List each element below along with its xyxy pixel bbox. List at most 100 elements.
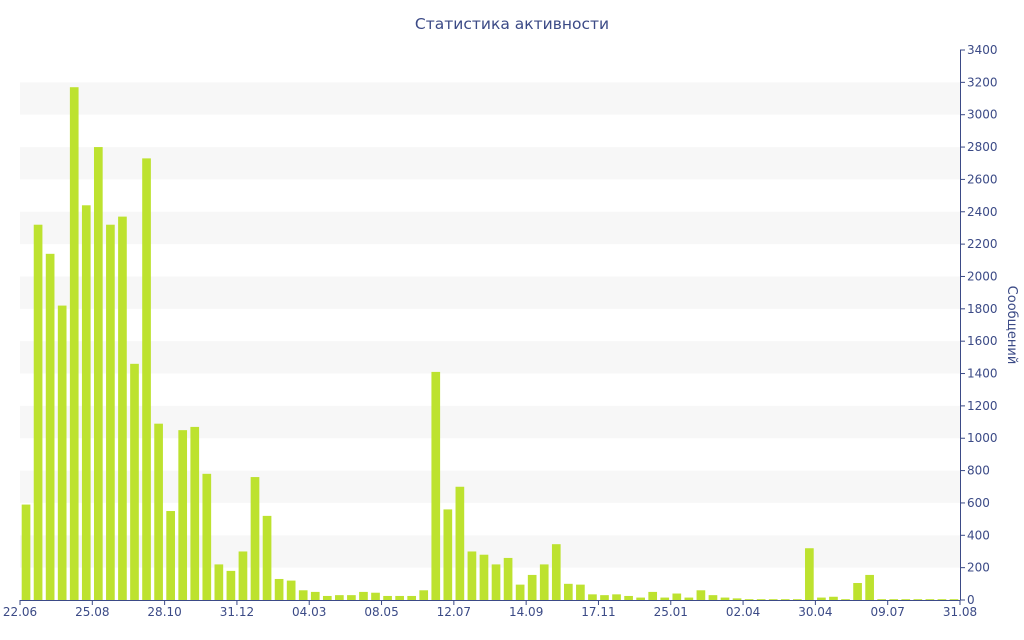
bar — [467, 551, 477, 600]
bar — [130, 363, 139, 600]
x-tick-label: 28.10 — [147, 605, 181, 619]
bar — [756, 599, 766, 600]
bar — [190, 426, 200, 600]
y-tick-label: 3000 — [967, 108, 998, 122]
bar — [419, 590, 429, 600]
bar — [455, 486, 465, 600]
grid-band — [20, 341, 960, 374]
bar — [805, 548, 814, 600]
x-tick-label: 30.04 — [798, 605, 832, 619]
bar — [913, 599, 923, 600]
y-tick-label: 2800 — [967, 140, 998, 154]
y-tick-label: 1400 — [967, 367, 998, 381]
grid-band — [20, 211, 960, 245]
y-tick-label: 200 — [967, 561, 990, 575]
bar — [250, 477, 260, 600]
bar — [515, 584, 525, 600]
y-tick-label: 800 — [967, 464, 990, 478]
bar — [57, 305, 67, 600]
y-tick-label: 3400 — [967, 43, 998, 57]
bar — [563, 583, 573, 600]
bar — [431, 371, 441, 600]
bar — [889, 599, 899, 600]
bar — [732, 598, 742, 600]
x-tick-label: 31.12 — [220, 605, 254, 619]
bar — [672, 593, 682, 600]
bar-series — [21, 87, 959, 601]
chart-title: Статистика активности — [414, 15, 610, 33]
bar — [443, 509, 453, 600]
y-tick-label: 600 — [967, 496, 990, 510]
bar — [33, 224, 43, 600]
y-tick-label: 2200 — [967, 237, 998, 251]
bar — [359, 591, 368, 600]
x-tick-label: 12.07 — [437, 605, 471, 619]
bar — [768, 599, 778, 600]
y-tick-label: 1000 — [967, 431, 998, 445]
bar — [166, 511, 175, 600]
grid-band — [20, 535, 960, 568]
bar — [93, 147, 103, 600]
bar — [106, 224, 115, 600]
bar — [154, 423, 163, 600]
grid-bands — [20, 82, 960, 568]
grid-band — [20, 276, 960, 309]
bar — [407, 595, 417, 600]
x-tick-label: 09.07 — [871, 605, 905, 619]
bar — [45, 253, 55, 600]
grid-band — [20, 470, 960, 503]
bar — [142, 158, 151, 600]
bar — [479, 554, 489, 600]
bar — [576, 584, 585, 600]
x-tick-label: 08.05 — [364, 605, 398, 619]
bar — [322, 595, 332, 600]
y-tick-label: 2400 — [967, 205, 998, 219]
bar — [118, 216, 127, 600]
bar — [853, 583, 862, 600]
y-tick-label: 2000 — [967, 269, 998, 283]
grid-band — [20, 405, 960, 439]
bar — [636, 597, 645, 600]
bar — [503, 557, 513, 600]
bar — [383, 595, 392, 600]
bar — [395, 595, 404, 600]
axes: 22.06 25.08 28.10 31.12 04.03 08.05 12.07 14.09… — [3, 43, 1019, 619]
bar — [286, 580, 296, 600]
x-tick-label: 14.09 — [509, 605, 543, 619]
grid-band — [20, 82, 960, 115]
y-tick-label: 1800 — [967, 302, 998, 316]
y-tick-label: 0 — [967, 593, 975, 607]
bar — [937, 599, 947, 600]
bar — [792, 599, 802, 600]
bar — [949, 599, 959, 600]
bar — [720, 597, 730, 600]
bar — [238, 551, 248, 600]
x-tick-label: 02.04 — [726, 605, 760, 619]
bar — [274, 578, 284, 600]
bar — [744, 599, 754, 600]
bar — [648, 591, 658, 600]
x-tick-label: 17.11 — [581, 605, 615, 619]
bar — [347, 595, 356, 600]
bar — [69, 87, 79, 600]
bar — [877, 599, 887, 600]
bar — [551, 544, 561, 600]
grid-band — [20, 147, 960, 180]
y-tick-label: 400 — [967, 528, 990, 542]
bar — [780, 599, 790, 600]
bar — [865, 574, 874, 600]
bar — [925, 599, 935, 600]
bar — [817, 597, 826, 600]
bar — [226, 570, 236, 600]
bar — [660, 597, 670, 600]
bar — [214, 564, 224, 600]
y-tick-label: 2600 — [967, 172, 998, 186]
y-tick-label: 1600 — [967, 334, 998, 348]
bar — [491, 564, 501, 600]
y-axis-title: Сообщений — [1004, 286, 1019, 365]
bar — [262, 515, 272, 600]
bar — [202, 473, 212, 600]
bar — [684, 597, 694, 600]
bar — [298, 590, 308, 600]
